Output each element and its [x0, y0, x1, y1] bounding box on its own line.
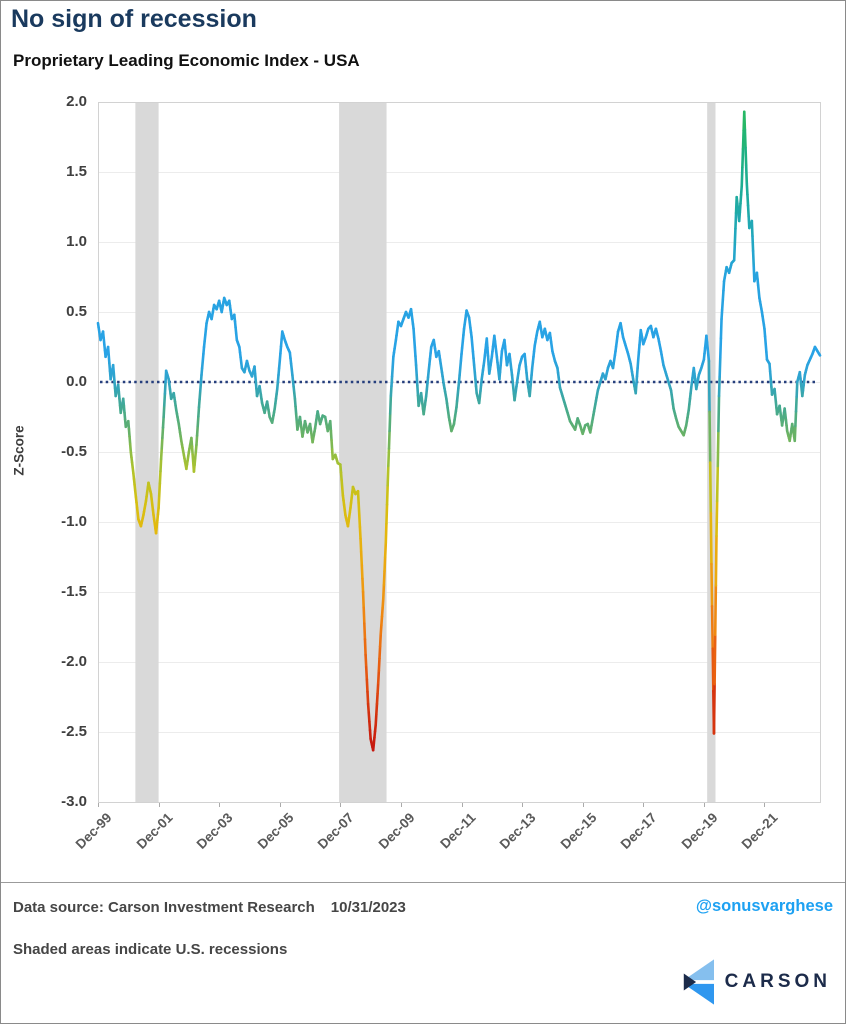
x-tick-mark: [704, 803, 705, 807]
y-tick-label: -1.0: [61, 513, 87, 530]
y-tick-label: -2.5: [61, 723, 87, 740]
as-of-date: 10/31/2023: [330, 899, 406, 916]
y-tick-label: 0.5: [66, 303, 87, 320]
y-tick-label: -2.0: [61, 653, 87, 670]
y-tick-label: -0.5: [61, 443, 87, 460]
y-tick-label: 1.5: [66, 163, 87, 180]
y-tick-label: 1.0: [66, 233, 87, 250]
x-tick-mark: [764, 803, 765, 807]
recession-note: Shaded areas indicate U.S. recessions: [13, 941, 288, 958]
x-tick-mark: [219, 803, 220, 807]
x-tick-mark: [522, 803, 523, 807]
y-tick-label: 2.0: [66, 93, 87, 110]
x-tick-mark: [280, 803, 281, 807]
y-tick-label: -1.5: [61, 583, 87, 600]
x-tick-mark: [643, 803, 644, 807]
x-tick-mark: [401, 803, 402, 807]
x-tick-mark: [98, 803, 99, 807]
x-tick-mark: [462, 803, 463, 807]
carson-logo-mark-icon: [683, 959, 714, 1005]
x-tick-mark: [583, 803, 584, 807]
y-tick-label: 0.0: [66, 373, 87, 390]
carson-logo-text: CARSON: [724, 971, 831, 992]
x-tick-mark: [340, 803, 341, 807]
data-source-row: Data source: Carson Investment Research 1…: [13, 899, 406, 916]
footer-separator: [1, 882, 845, 883]
social-handle: @sonusvarghese: [695, 897, 833, 915]
y-tick-label: -3.0: [61, 793, 87, 810]
carson-logo: CARSON: [680, 959, 831, 1005]
data-source-text: Data source: Carson Investment Research: [13, 899, 315, 916]
x-tick-mark: [159, 803, 160, 807]
